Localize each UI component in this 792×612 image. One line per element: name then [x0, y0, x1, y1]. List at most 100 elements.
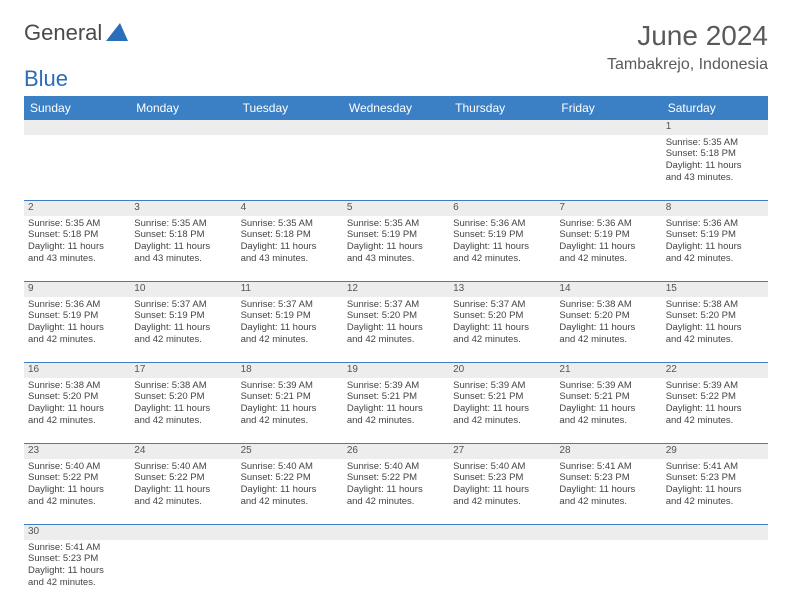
day-detail-line: Sunset: 5:19 PM: [28, 310, 126, 322]
weekday-header: Sunday: [24, 96, 130, 120]
day-number-cell: [237, 120, 343, 135]
day-detail-line: and 42 minutes.: [241, 496, 339, 508]
day-detail-line: Daylight: 11 hours: [666, 241, 764, 253]
day-detail-line: and 42 minutes.: [453, 334, 551, 346]
day-detail-line: and 42 minutes.: [347, 415, 445, 427]
weekday-header-row: SundayMondayTuesdayWednesdayThursdayFrid…: [24, 96, 768, 120]
day-detail-line: Sunrise: 5:41 AM: [666, 461, 764, 473]
day-number-row: 23242526272829: [24, 444, 768, 459]
day-detail-line: Sunrise: 5:36 AM: [28, 299, 126, 311]
day-detail-line: Daylight: 11 hours: [347, 484, 445, 496]
day-detail-line: Daylight: 11 hours: [453, 241, 551, 253]
day-number-cell: 30: [24, 525, 130, 540]
day-detail-line: and 42 minutes.: [666, 415, 764, 427]
day-detail-line: Sunset: 5:20 PM: [666, 310, 764, 322]
day-detail-line: Daylight: 11 hours: [134, 241, 232, 253]
day-detail-line: and 42 minutes.: [347, 334, 445, 346]
day-detail-line: Sunset: 5:18 PM: [666, 148, 764, 160]
day-cell: Sunrise: 5:36 AMSunset: 5:19 PMDaylight:…: [24, 297, 130, 363]
day-cell: Sunrise: 5:39 AMSunset: 5:21 PMDaylight:…: [343, 378, 449, 444]
day-number-cell: 11: [237, 282, 343, 297]
day-number-cell: 13: [449, 282, 555, 297]
day-detail-line: Daylight: 11 hours: [453, 322, 551, 334]
day-detail-line: Sunrise: 5:37 AM: [241, 299, 339, 311]
weekday-header: Saturday: [662, 96, 768, 120]
day-detail-line: and 42 minutes.: [347, 496, 445, 508]
day-number-cell: [662, 525, 768, 540]
day-detail-line: Sunrise: 5:36 AM: [666, 218, 764, 230]
day-detail-line: Sunrise: 5:35 AM: [666, 137, 764, 149]
brand-word1: General: [24, 20, 102, 46]
day-detail-line: Sunrise: 5:40 AM: [134, 461, 232, 473]
day-detail-line: Daylight: 11 hours: [241, 403, 339, 415]
day-detail-line: Daylight: 11 hours: [666, 403, 764, 415]
day-number-cell: 15: [662, 282, 768, 297]
day-detail-line: Sunrise: 5:39 AM: [666, 380, 764, 392]
day-detail-line: Sunset: 5:21 PM: [347, 391, 445, 403]
day-number-cell: [237, 525, 343, 540]
day-number-cell: 27: [449, 444, 555, 459]
day-number-cell: 20: [449, 363, 555, 378]
day-number-cell: 23: [24, 444, 130, 459]
day-number-cell: 12: [343, 282, 449, 297]
weekday-header: Tuesday: [237, 96, 343, 120]
day-cell: [237, 540, 343, 606]
day-cell: Sunrise: 5:41 AMSunset: 5:23 PMDaylight:…: [662, 459, 768, 525]
day-detail-line: Daylight: 11 hours: [666, 322, 764, 334]
day-number-cell: 16: [24, 363, 130, 378]
day-number-cell: 7: [555, 201, 661, 216]
day-number-row: 9101112131415: [24, 282, 768, 297]
day-detail-line: and 42 minutes.: [666, 334, 764, 346]
weekday-header: Monday: [130, 96, 236, 120]
brand-word2: Blue: [24, 66, 768, 92]
day-number-cell: 14: [555, 282, 661, 297]
day-detail-line: Daylight: 11 hours: [134, 403, 232, 415]
day-detail-line: Daylight: 11 hours: [28, 484, 126, 496]
day-detail-line: Daylight: 11 hours: [241, 241, 339, 253]
sail-icon: [106, 23, 128, 41]
day-number-cell: 8: [662, 201, 768, 216]
day-detail-line: Daylight: 11 hours: [28, 322, 126, 334]
day-detail-line: and 42 minutes.: [559, 253, 657, 265]
day-cell: Sunrise: 5:38 AMSunset: 5:20 PMDaylight:…: [130, 378, 236, 444]
day-detail-line: Sunrise: 5:35 AM: [241, 218, 339, 230]
day-detail-line: Daylight: 11 hours: [559, 241, 657, 253]
day-number-cell: 28: [555, 444, 661, 459]
day-number-cell: 1: [662, 120, 768, 135]
day-cell: Sunrise: 5:39 AMSunset: 5:21 PMDaylight:…: [449, 378, 555, 444]
day-detail-line: and 43 minutes.: [28, 253, 126, 265]
day-detail-line: Sunset: 5:23 PM: [559, 472, 657, 484]
day-cell: [662, 540, 768, 606]
day-detail-line: and 42 minutes.: [134, 334, 232, 346]
day-cell: Sunrise: 5:37 AMSunset: 5:20 PMDaylight:…: [343, 297, 449, 363]
day-cell: Sunrise: 5:36 AMSunset: 5:19 PMDaylight:…: [662, 216, 768, 282]
day-cell: [449, 540, 555, 606]
day-detail-line: Daylight: 11 hours: [28, 241, 126, 253]
day-cell: Sunrise: 5:39 AMSunset: 5:21 PMDaylight:…: [237, 378, 343, 444]
day-detail-line: Daylight: 11 hours: [347, 403, 445, 415]
day-cell: Sunrise: 5:39 AMSunset: 5:22 PMDaylight:…: [662, 378, 768, 444]
day-number-cell: 26: [343, 444, 449, 459]
day-cell: Sunrise: 5:35 AMSunset: 5:18 PMDaylight:…: [237, 216, 343, 282]
day-number-row: 30: [24, 525, 768, 540]
day-detail-line: Sunset: 5:18 PM: [28, 229, 126, 241]
day-detail-line: Sunset: 5:19 PM: [666, 229, 764, 241]
day-number-cell: [24, 120, 130, 135]
day-detail-line: Sunset: 5:22 PM: [28, 472, 126, 484]
day-cell: [343, 540, 449, 606]
day-detail-line: Daylight: 11 hours: [559, 403, 657, 415]
day-detail-line: Sunset: 5:18 PM: [241, 229, 339, 241]
day-cell: [343, 135, 449, 201]
day-detail-line: Sunset: 5:22 PM: [241, 472, 339, 484]
day-detail-line: and 42 minutes.: [28, 334, 126, 346]
day-number-cell: 17: [130, 363, 236, 378]
day-number-row: 16171819202122: [24, 363, 768, 378]
day-cell: Sunrise: 5:38 AMSunset: 5:20 PMDaylight:…: [662, 297, 768, 363]
day-detail-line: and 42 minutes.: [453, 253, 551, 265]
day-detail-line: Daylight: 11 hours: [28, 403, 126, 415]
day-detail-line: Daylight: 11 hours: [666, 484, 764, 496]
day-detail-line: Sunset: 5:19 PM: [134, 310, 232, 322]
day-number-cell: [555, 525, 661, 540]
day-detail-line: Daylight: 11 hours: [453, 484, 551, 496]
day-detail-line: and 42 minutes.: [134, 496, 232, 508]
